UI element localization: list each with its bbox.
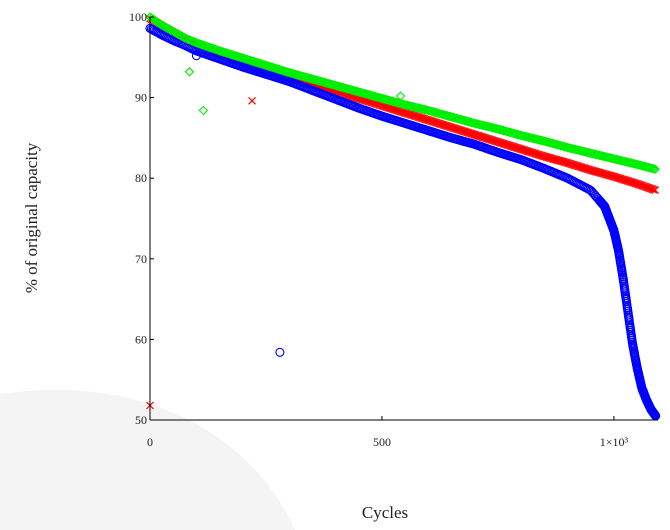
y-tick-label: 50 [135, 413, 147, 427]
data-point [647, 163, 658, 174]
data-point [648, 185, 657, 194]
data-point [649, 185, 658, 194]
data-point [647, 184, 655, 193]
data-point [631, 179, 640, 188]
y-axis-label: % of original capacity [22, 142, 41, 293]
outlier-point [184, 67, 195, 77]
data-point [641, 182, 650, 191]
data-point [638, 181, 647, 190]
data-point [635, 180, 644, 189]
data-point [644, 183, 653, 192]
outlier-point [395, 91, 406, 101]
outlier-point [275, 347, 285, 357]
outlier-point [248, 96, 256, 105]
data-point [634, 180, 643, 189]
data-point [630, 179, 639, 187]
y-tick-label: 80 [135, 171, 147, 185]
tick-layer: 50 60 70 80 90 100 0 500 1×10³ [129, 10, 629, 449]
data-point [649, 164, 659, 174]
y-tick-label: 90 [135, 91, 147, 105]
data-point [637, 181, 646, 190]
y-tick-label: 60 [135, 332, 147, 346]
series-diamond-group [145, 12, 660, 174]
y-tick-label: 100 [129, 10, 147, 24]
outlier-point [191, 51, 201, 61]
series-circle-group [145, 23, 661, 421]
x-tick-label: 1×10³ [600, 435, 629, 449]
data-point [633, 179, 642, 188]
data-point [650, 164, 660, 174]
outlier-point [198, 105, 209, 116]
data-point [651, 186, 660, 195]
data-point [640, 182, 649, 191]
data-point [645, 184, 654, 193]
series-x-group [146, 14, 660, 410]
y-tick-label: 70 [135, 252, 147, 266]
x-tick-label: 500 [373, 435, 391, 449]
x-tick-label: 0 [147, 435, 153, 449]
x-axis-label: Cycles [362, 503, 408, 522]
data-layer [145, 12, 661, 421]
data-point [642, 183, 651, 192]
